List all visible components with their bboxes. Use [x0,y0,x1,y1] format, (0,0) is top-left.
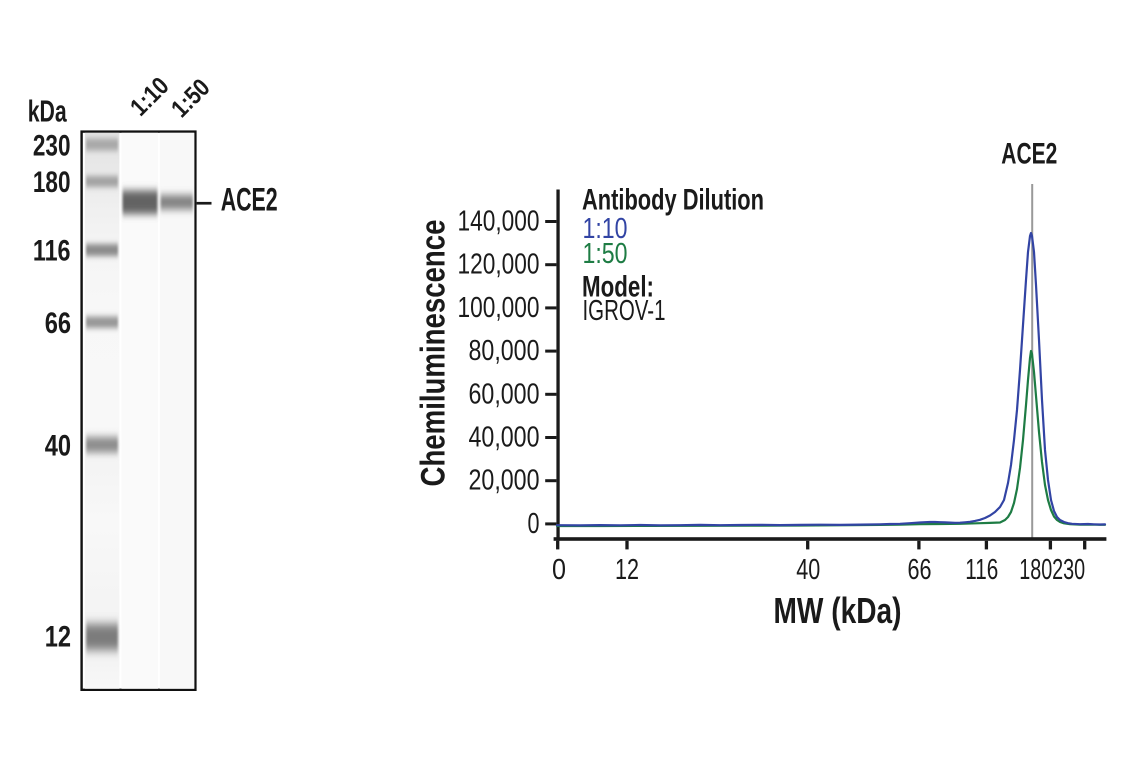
svg-text:Antibody Dilution: Antibody Dilution [582,183,764,216]
svg-text:0: 0 [552,554,566,586]
svg-text:1:50: 1:50 [583,238,628,270]
svg-text:12: 12 [615,554,639,586]
svg-text:Model:: Model: [582,271,654,304]
svg-text:ACE2: ACE2 [221,182,278,218]
svg-text:1:10: 1:10 [583,213,628,245]
svg-text:20,000: 20,000 [469,465,540,497]
svg-text:230: 230 [33,129,71,162]
svg-text:230: 230 [1052,554,1085,586]
svg-text:kDa: kDa [28,94,68,129]
svg-text:ACE2: ACE2 [1001,138,1057,171]
svg-text:66: 66 [45,307,71,340]
svg-text:140,000: 140,000 [458,206,540,238]
svg-text:120,000: 120,000 [458,249,540,281]
svg-text:MW (kDa): MW (kDa) [774,590,902,631]
svg-text:0: 0 [528,508,540,540]
svg-text:180: 180 [1019,554,1052,586]
svg-text:60,000: 60,000 [469,378,540,410]
svg-text:66: 66 [908,554,932,586]
svg-text:40: 40 [796,554,820,586]
svg-text:Chemiluminescence: Chemiluminescence [415,220,453,487]
svg-text:180: 180 [33,166,71,199]
svg-text:116: 116 [965,554,998,586]
svg-text:100,000: 100,000 [458,292,540,324]
svg-text:IGROV-1: IGROV-1 [583,295,666,327]
svg-text:40,000: 40,000 [469,422,540,454]
svg-text:116: 116 [33,235,71,268]
svg-text:80,000: 80,000 [469,335,540,367]
svg-text:12: 12 [45,621,71,654]
svg-text:40: 40 [45,429,71,462]
